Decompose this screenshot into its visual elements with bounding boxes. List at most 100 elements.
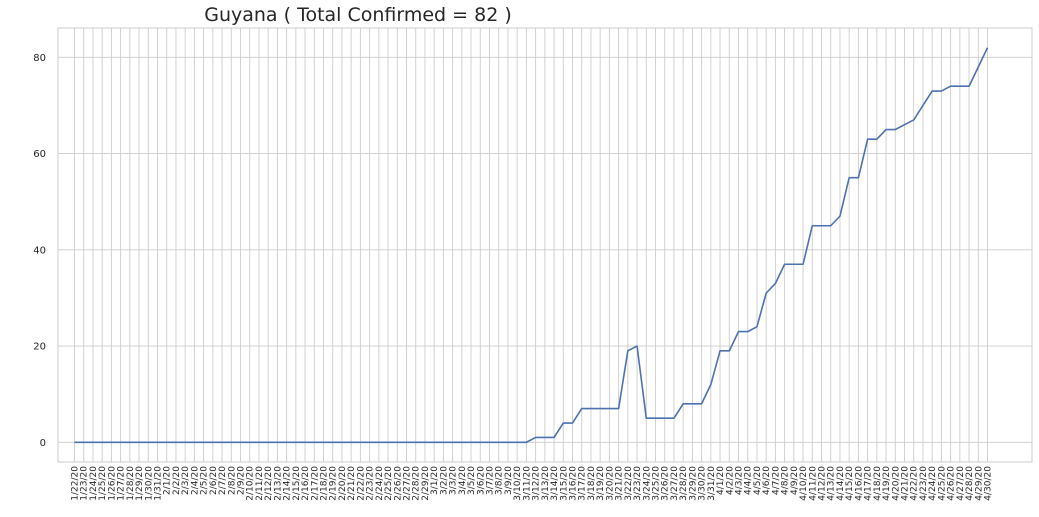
x-tick-label: 4/22/20: [910, 466, 920, 501]
x-tick-label: 2/11/20: [255, 466, 265, 501]
x-tick-label: 1/23/20: [80, 466, 90, 501]
plot-frame: [57, 27, 1033, 463]
x-tick-label: 3/30/20: [698, 466, 708, 501]
x-tick-label: 3/9/20: [504, 466, 514, 495]
x-tick-label: 3/10/20: [513, 466, 523, 501]
x-tick-label: 2/27/20: [403, 466, 413, 501]
x-tick-label: 4/10/20: [799, 466, 809, 501]
x-tick-label: 2/25/20: [384, 466, 394, 501]
x-tick-label: 4/15/20: [845, 466, 855, 501]
x-tick-label: 4/8/20: [781, 466, 791, 495]
x-tick-label: 2/21/20: [347, 466, 357, 501]
x-tick-label: 2/17/20: [310, 466, 320, 501]
x-tick-label: 1/29/20: [135, 466, 145, 501]
x-tick-labels: 1/22/20 1/23/20 1/24/20 1/25/20 1/26/20 1/27/…: [71, 466, 994, 501]
x-tick-label: 4/9/20: [790, 466, 800, 495]
x-tick-label: 4/7/20: [771, 466, 781, 495]
x-tick-label: 2/10/20: [246, 466, 256, 501]
x-tick-label: 4/6/20: [762, 466, 772, 495]
x-tick-label: 3/28/20: [679, 466, 689, 501]
x-tick-label: 3/24/20: [642, 466, 652, 501]
x-tick-label: 4/14/20: [836, 466, 846, 501]
y-tick-labels: 0 20 40 60 80: [33, 53, 46, 449]
x-tick-label: 3/19/20: [596, 466, 606, 501]
x-tick-label: 3/4/20: [458, 466, 468, 495]
y-tick-label: 80: [33, 53, 46, 64]
x-tick-label: 2/8/20: [227, 466, 237, 495]
x-tick-label: 2/12/20: [264, 466, 274, 501]
x-tick-label: 3/27/20: [670, 466, 680, 501]
x-tick-label: 2/13/20: [273, 466, 283, 501]
x-tick-label: 2/24/20: [375, 466, 385, 501]
x-tick-label: 2/9/20: [237, 466, 247, 495]
series-layer: [74, 47, 989, 444]
y-tick-label: 0: [40, 438, 46, 449]
x-tick-label: 2/23/20: [366, 466, 376, 501]
x-tick-label: 3/15/20: [559, 466, 569, 501]
x-tick-label: 1/28/20: [126, 466, 136, 501]
x-tick-label: 3/18/20: [587, 466, 597, 501]
x-tick-label: 2/19/20: [329, 466, 339, 501]
x-tick-label: 4/2/20: [725, 466, 735, 495]
x-tick-label: 1/26/20: [107, 466, 117, 501]
x-tick-label: 2/2/20: [172, 466, 182, 495]
x-tick-label: 2/14/20: [283, 466, 293, 501]
x-tick-label: 1/27/20: [117, 466, 127, 501]
x-tick-label: 3/8/20: [495, 466, 505, 495]
x-tick-label: 4/19/20: [882, 466, 892, 501]
x-tick-label: 3/13/20: [541, 466, 551, 501]
x-tick-label: 2/1/20: [163, 466, 173, 495]
x-tick-label: 4/11/20: [808, 466, 818, 501]
y-tick-label: 40: [33, 245, 46, 256]
x-tick-label: 3/11/20: [522, 466, 532, 501]
x-tick-label: 3/16/20: [569, 466, 579, 501]
x-tick-label: 3/5/20: [467, 466, 477, 495]
x-tick-label: 3/23/20: [633, 466, 643, 501]
x-tick-label: 3/26/20: [661, 466, 671, 501]
x-tick-label: 4/5/20: [753, 466, 763, 495]
x-tick-label: 3/6/20: [476, 466, 486, 495]
x-tick-label: 3/31/20: [707, 466, 717, 501]
x-tick-label: 4/16/20: [854, 466, 864, 501]
series-line: [74, 47, 989, 444]
x-tick-label: 4/30/20: [984, 466, 994, 501]
x-tick-label: 2/22/20: [356, 466, 366, 501]
x-tick-label: 4/25/20: [937, 466, 947, 501]
x-tick-label: 2/18/20: [320, 466, 330, 501]
x-tick-label: 2/5/20: [200, 466, 210, 495]
x-tick-label: 2/29/20: [421, 466, 431, 501]
x-tick-label: 4/12/20: [818, 466, 828, 501]
x-tick-label: 3/22/20: [624, 466, 634, 501]
x-tick-label: 4/20/20: [891, 466, 901, 501]
y-tick-label: 20: [33, 342, 46, 353]
x-tick-label: 4/3/20: [735, 466, 745, 495]
x-tick-label: 2/6/20: [209, 466, 219, 495]
x-tick-label: 2/3/20: [181, 466, 191, 495]
x-tick-label: 4/17/20: [864, 466, 874, 501]
x-tick-label: 1/24/20: [89, 466, 99, 501]
x-tick-label: 4/13/20: [827, 466, 837, 501]
x-tick-label: 1/22/20: [71, 466, 81, 501]
x-tick-label: 2/26/20: [393, 466, 403, 501]
x-tick-label: 3/3/20: [449, 466, 459, 495]
x-tick-label: 3/21/20: [615, 466, 625, 501]
x-tick-label: 2/28/20: [412, 466, 422, 501]
x-tick-label: 3/2/20: [439, 466, 449, 495]
x-tick-label: 1/31/20: [154, 466, 164, 501]
x-tick-label: 4/4/20: [744, 466, 754, 495]
x-tick-label: 2/20/20: [338, 466, 348, 501]
x-tick-label: 3/29/20: [688, 466, 698, 501]
x-tick-label: 3/17/20: [578, 466, 588, 501]
y-tick-label: 60: [33, 149, 46, 160]
x-tick-label: 4/27/20: [956, 466, 966, 501]
x-tick-label: 4/23/20: [919, 466, 929, 501]
x-tick-label: 1/25/20: [98, 466, 108, 501]
x-tick-label: 2/4/20: [190, 466, 200, 495]
x-tick-label: 3/20/20: [605, 466, 615, 501]
x-tick-label: 3/14/20: [550, 466, 560, 501]
x-tick-label: 4/29/20: [974, 466, 984, 501]
x-tick-label: 3/1/20: [430, 466, 440, 495]
x-tick-label: 2/16/20: [301, 466, 311, 501]
